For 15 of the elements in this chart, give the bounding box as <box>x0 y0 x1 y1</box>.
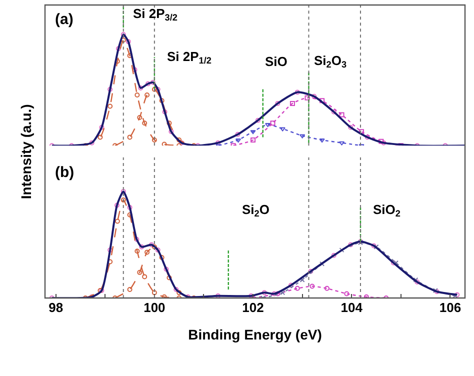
y-axis-title: Intensity (a.u.) <box>18 104 34 200</box>
annotation: Si$_{2}$O <box>242 202 270 219</box>
x-tick-label: 102 <box>242 300 264 315</box>
annotation: SiO$_{2}$ <box>373 202 400 219</box>
x-tick-label: 106 <box>439 300 462 315</box>
annotation: Si 2P$_{1/2}$ <box>167 49 212 66</box>
annotation: (a) <box>55 11 74 28</box>
annotation: Si$_{2}$O$_{3}$ <box>314 53 347 70</box>
x-tick-label: 104 <box>340 300 364 315</box>
text: (b) <box>55 164 74 181</box>
x-tick-label: 100 <box>144 300 166 315</box>
annotation: Si 2P$_{3/2}$ <box>133 6 178 23</box>
x-tick-label: 98 <box>48 300 64 315</box>
x-axis-title: Binding Energy (eV) <box>188 326 322 342</box>
annotation: SiO <box>265 54 288 69</box>
